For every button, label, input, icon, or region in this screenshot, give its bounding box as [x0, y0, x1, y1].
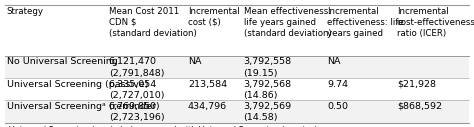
Text: Incremental
cost-effectiveness
ratio (ICER): Incremental cost-effectiveness ratio (IC…: [397, 7, 474, 38]
Bar: [107, 78, 186, 100]
Text: Universal Screening (passive): Universal Screening (passive): [7, 80, 148, 89]
Bar: [242, 5, 325, 56]
Text: Universal Screeningᵃ (reminder): Universal Screeningᵃ (reminder): [7, 102, 159, 111]
Text: 3,792,568
(14.86): 3,792,568 (14.86): [244, 80, 292, 100]
Bar: [242, 56, 325, 78]
Bar: [107, 5, 186, 56]
Text: NA: NA: [327, 57, 341, 66]
Bar: [395, 78, 469, 100]
Bar: [5, 78, 107, 100]
Text: $868,592: $868,592: [397, 102, 442, 111]
Text: 9.74: 9.74: [327, 80, 348, 89]
Text: 3,792,569
(14.58): 3,792,569 (14.58): [244, 102, 292, 122]
Bar: [107, 56, 186, 78]
Bar: [395, 100, 469, 123]
Text: $21,928: $21,928: [397, 80, 436, 89]
Bar: [186, 56, 242, 78]
Text: ᵃUniversal Screening (reminder) compared with Universal Screening (passive).: ᵃUniversal Screening (reminder) compared…: [5, 126, 319, 127]
Text: NA: NA: [188, 57, 201, 66]
Bar: [107, 100, 186, 123]
Text: Incremental
cost ($): Incremental cost ($): [188, 7, 239, 27]
Text: Mean effectiveness:
life years gained
(standard deviation): Mean effectiveness: life years gained (s…: [244, 7, 331, 38]
Bar: [395, 56, 469, 78]
Text: Incremental
effectiveness: life
years gained: Incremental effectiveness: life years ga…: [327, 7, 404, 38]
Text: 3,792,558
(19.15): 3,792,558 (19.15): [244, 57, 292, 77]
Text: 0.50: 0.50: [327, 102, 348, 111]
Text: 6,335,054
(2,727,010): 6,335,054 (2,727,010): [109, 80, 164, 100]
Bar: [186, 5, 242, 56]
Text: No Universal Screening: No Universal Screening: [7, 57, 118, 66]
Bar: [325, 100, 395, 123]
Text: 213,584: 213,584: [188, 80, 227, 89]
Text: 6,121,470
(2,791,848): 6,121,470 (2,791,848): [109, 57, 164, 77]
Text: 434,796: 434,796: [188, 102, 227, 111]
Text: 6,769,850
(2,723,196): 6,769,850 (2,723,196): [109, 102, 164, 122]
Text: Strategy: Strategy: [7, 7, 44, 16]
Bar: [325, 56, 395, 78]
Bar: [325, 78, 395, 100]
Bar: [5, 100, 107, 123]
Bar: [242, 78, 325, 100]
Bar: [325, 5, 395, 56]
Bar: [5, 56, 107, 78]
Bar: [242, 100, 325, 123]
Text: Mean Cost 2011
CDN $
(standard deviation): Mean Cost 2011 CDN $ (standard deviation…: [109, 7, 197, 38]
Bar: [186, 100, 242, 123]
Bar: [5, 5, 107, 56]
Bar: [395, 5, 469, 56]
Bar: [186, 78, 242, 100]
